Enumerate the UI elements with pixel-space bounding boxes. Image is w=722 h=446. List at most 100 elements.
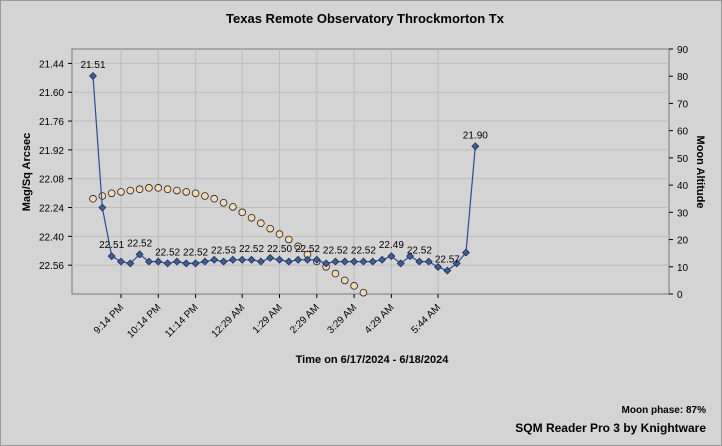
sqm-point <box>275 255 284 264</box>
x-tick-label: 10:14 PM <box>125 302 163 340</box>
moon-point <box>126 186 135 195</box>
sqm-data-label: 22.52 <box>183 247 208 258</box>
sqm-point <box>303 255 312 264</box>
sqm-point <box>89 72 97 80</box>
series-layer <box>89 72 480 297</box>
sqm-point <box>312 255 321 264</box>
moon-point <box>266 224 274 233</box>
sqm-point <box>396 259 405 268</box>
sqm-point <box>154 257 163 266</box>
right-tick-label: 60 <box>677 127 689 138</box>
moon-point <box>247 213 256 222</box>
x-axis: 9:14 PM 10:14 PM 11:14 PM 12:29 AM 1:29 AM 2:… <box>92 294 443 340</box>
moon-point <box>294 242 302 251</box>
sqm-point <box>200 257 209 266</box>
sqm-point <box>378 255 387 264</box>
sqm-data-label: 22.49 <box>379 240 404 251</box>
x-axis-title: Time on 6/17/2024 - 6/18/2024 <box>296 354 450 366</box>
sqm-point <box>107 252 116 261</box>
moon-point <box>163 185 172 193</box>
sqm-point <box>434 263 442 271</box>
right-tick-label: 80 <box>677 72 689 83</box>
moon-phase-text: Moon phase: 87% <box>622 405 707 416</box>
right-axis: 0 10 20 30 40 50 60 70 80 90 <box>669 45 689 301</box>
sqm-data-label: 22.52 <box>407 246 432 257</box>
x-tick-label: 1:29 AM <box>251 302 285 336</box>
x-tick-label: 12:29 AM <box>210 302 248 340</box>
y-axis-right-title: Moon Altitude <box>694 136 706 209</box>
sqm-point <box>238 255 247 264</box>
sqm-data-label: 22.52 <box>239 244 264 255</box>
credit-text: SQM Reader Pro 3 by Knightware <box>515 421 706 435</box>
moon-point <box>229 203 237 211</box>
sqm-point <box>163 259 172 268</box>
sqm-point <box>144 257 153 266</box>
moon-point <box>201 192 209 200</box>
sqm-point <box>322 259 331 268</box>
sqm-point <box>368 257 377 266</box>
sqm-data-label: 22.52 <box>295 244 320 255</box>
right-tick-label: 70 <box>677 99 689 110</box>
plot-area <box>71 48 670 295</box>
moon-point <box>275 230 284 238</box>
sqm-point <box>98 203 107 212</box>
moon-point <box>340 276 349 285</box>
x-tick-label: 3:29 AM <box>325 302 359 336</box>
sqm-point <box>294 255 303 264</box>
right-tick-label: 50 <box>677 154 689 165</box>
sqm-point <box>210 255 219 264</box>
sqm-point <box>331 257 340 266</box>
x-tick-label: 9:14 PM <box>92 302 126 336</box>
left-tick-label: 22.56 <box>39 261 64 272</box>
sqm-data-label: 22.52 <box>155 247 180 258</box>
moon-point <box>117 188 125 196</box>
left-axis: 21.44 21.60 21.76 21.92 22.08 22.24 22.40 22.56 <box>39 59 72 272</box>
sqm-point <box>462 248 470 257</box>
sqm-point <box>266 254 275 262</box>
moon-point <box>182 188 191 196</box>
moon-point <box>135 185 144 193</box>
right-tick-label: 10 <box>677 263 689 274</box>
sqm-data-label: 21.51 <box>80 60 105 71</box>
sqm-data-label: 22.52 <box>323 246 348 257</box>
right-tick-label: 40 <box>677 181 689 192</box>
x-tick-label: 2:29 AM <box>288 302 322 336</box>
sqm-data-label: 22.52 <box>351 246 376 257</box>
sqm-point <box>406 252 415 261</box>
moon-point <box>173 186 181 195</box>
sqm-point <box>350 257 359 266</box>
moon-point <box>257 219 265 228</box>
sqm-point <box>191 259 200 268</box>
sqm-point <box>387 252 396 261</box>
chart-title: Texas Remote Observatory Throckmorton Tx <box>226 11 505 26</box>
sqm-point <box>126 259 135 268</box>
sqm-data-label: 22.51 <box>99 240 124 251</box>
sqm-data-label: 21.90 <box>463 130 488 141</box>
x-tick-label: 5:44 AM <box>409 302 443 336</box>
sqm-point <box>117 257 125 266</box>
sqm-point <box>135 250 144 259</box>
y-axis-left-title: Mag/Sq Arcsec <box>21 133 33 211</box>
left-tick-label: 21.92 <box>39 146 64 157</box>
sqm-point <box>172 257 181 266</box>
sqm-point <box>340 257 349 266</box>
sqm-point <box>443 266 452 275</box>
sqm-point <box>228 255 237 264</box>
sqm-point <box>284 257 293 266</box>
right-tick-label: 20 <box>677 236 689 247</box>
sqm-data-label: 22.50 <box>267 244 292 255</box>
sqm-point <box>182 259 191 268</box>
left-tick-label: 22.24 <box>39 204 64 215</box>
sqm-point <box>415 257 424 266</box>
sqm-point <box>471 142 480 151</box>
left-tick-label: 21.76 <box>39 117 64 128</box>
moon-point <box>331 269 340 278</box>
sqm-point <box>452 259 461 268</box>
right-tick-label: 30 <box>677 208 689 219</box>
moon-point <box>154 184 163 192</box>
sqm-data-label: 22.52 <box>127 238 152 249</box>
right-tick-label: 0 <box>677 290 683 301</box>
left-tick-label: 22.08 <box>39 175 64 186</box>
